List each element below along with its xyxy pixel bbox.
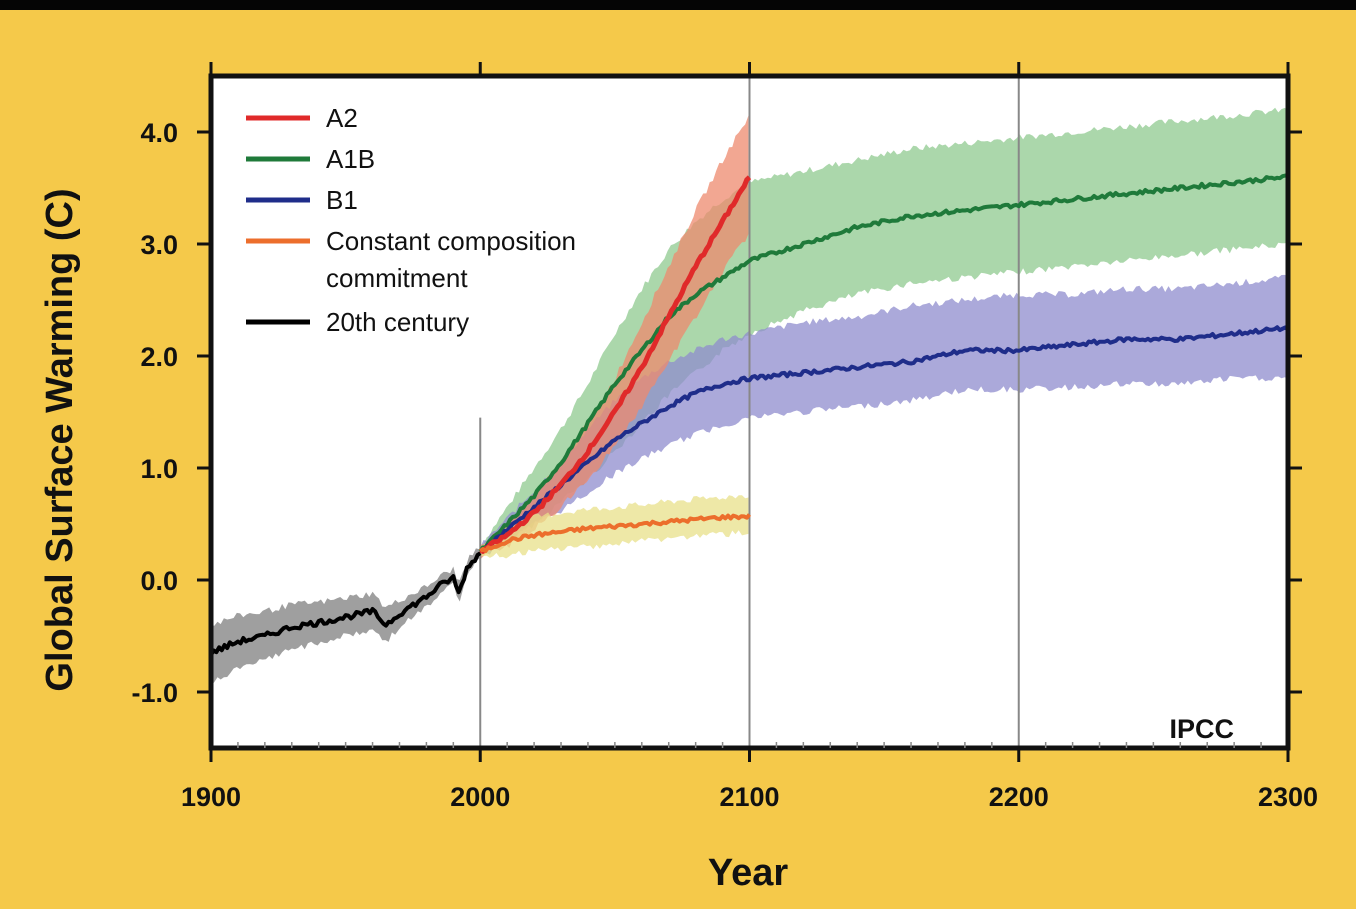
ipcc-annotation: IPCC: [1169, 714, 1234, 744]
legend-label-a1b: A1B: [326, 144, 375, 174]
legend: A2 A1B B1 Constant composition commitment 20t…: [246, 103, 576, 337]
legend-label-constant-composition-commitment: commitment: [326, 263, 468, 293]
legend-label-20th-century: 20th century: [326, 307, 469, 337]
line-20th-century: [209, 551, 482, 656]
legend-label-b1: B1: [326, 185, 358, 215]
x-tick-label-2000: 2000: [450, 782, 510, 812]
x-tick-label-2200: 2200: [989, 782, 1049, 812]
y-tick-label-4: 3.0: [140, 230, 178, 260]
line-a1b: [478, 173, 1289, 553]
top-black-bar: [0, 0, 1356, 10]
y-tick-label-1: 0.0: [140, 566, 178, 596]
axis-ticks: [197, 62, 1302, 762]
y-axis-title: Global Surface Warming (C): [39, 188, 81, 691]
y-tick-label-3: 2.0: [140, 342, 178, 372]
x-tick-label-2300: 2300: [1258, 782, 1318, 812]
line-a2: [479, 175, 752, 554]
line-b1: [480, 325, 1290, 553]
y-tick-label-5: 4.0: [140, 118, 178, 148]
x-tick-label-2100: 2100: [719, 782, 779, 812]
y-tick-label-2: 1.0: [140, 454, 178, 484]
series-lines: [209, 173, 1290, 656]
y-tick-label-0: -1.0: [131, 678, 178, 708]
y-tick-labels: -1.0 0.0 1.0 2.0 3.0 4.0: [131, 118, 178, 708]
legend-label-a2: A2: [326, 103, 358, 133]
band-a1b: [480, 107, 1288, 559]
legend-label-constant-composition-commitment: Constant composition: [326, 226, 576, 256]
reference-lines: [479, 76, 1020, 748]
x-axis-title: Year: [708, 852, 789, 894]
x-tick-labels: 1900 2000 2100 2200 2300: [181, 782, 1318, 812]
line-constant-composition-commitment: [479, 513, 752, 553]
x-tick-label-1900: 1900: [181, 782, 241, 812]
